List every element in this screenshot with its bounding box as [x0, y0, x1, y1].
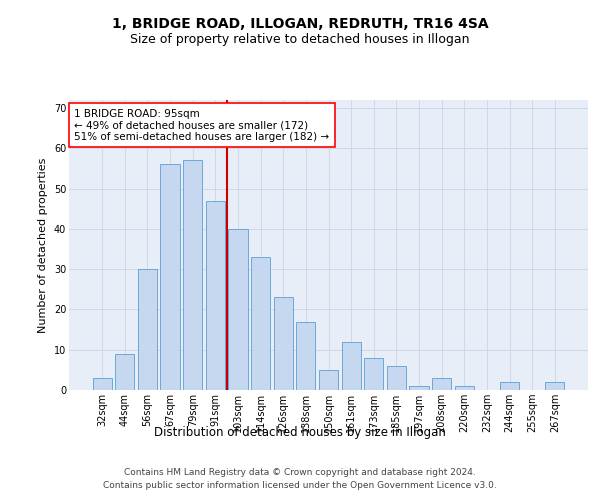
Bar	[500, 382, 519, 390]
Text: Contains HM Land Registry data © Crown copyright and database right 2024.: Contains HM Land Registry data © Crown c…	[124, 468, 476, 477]
Bar	[138, 269, 157, 390]
Bar	[251, 257, 270, 390]
Bar	[455, 386, 474, 390]
Bar	[296, 322, 316, 390]
Text: 1, BRIDGE ROAD, ILLOGAN, REDRUTH, TR16 4SA: 1, BRIDGE ROAD, ILLOGAN, REDRUTH, TR16 4…	[112, 18, 488, 32]
Bar	[183, 160, 202, 390]
Text: Contains public sector information licensed under the Open Government Licence v3: Contains public sector information licen…	[103, 482, 497, 490]
Bar	[387, 366, 406, 390]
Bar	[364, 358, 383, 390]
Bar	[341, 342, 361, 390]
Bar	[229, 229, 248, 390]
Bar	[160, 164, 180, 390]
Text: 1 BRIDGE ROAD: 95sqm
← 49% of detached houses are smaller (172)
51% of semi-deta: 1 BRIDGE ROAD: 95sqm ← 49% of detached h…	[74, 108, 329, 142]
Bar	[409, 386, 428, 390]
Bar	[274, 298, 293, 390]
Bar	[432, 378, 451, 390]
Bar	[206, 200, 225, 390]
Bar	[545, 382, 565, 390]
Bar	[115, 354, 134, 390]
Bar	[319, 370, 338, 390]
Text: Distribution of detached houses by size in Illogan: Distribution of detached houses by size …	[154, 426, 446, 439]
Bar	[92, 378, 112, 390]
Y-axis label: Number of detached properties: Number of detached properties	[38, 158, 48, 332]
Text: Size of property relative to detached houses in Illogan: Size of property relative to detached ho…	[130, 32, 470, 46]
